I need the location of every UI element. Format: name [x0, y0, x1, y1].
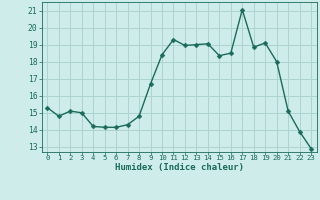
X-axis label: Humidex (Indice chaleur): Humidex (Indice chaleur)	[115, 163, 244, 172]
